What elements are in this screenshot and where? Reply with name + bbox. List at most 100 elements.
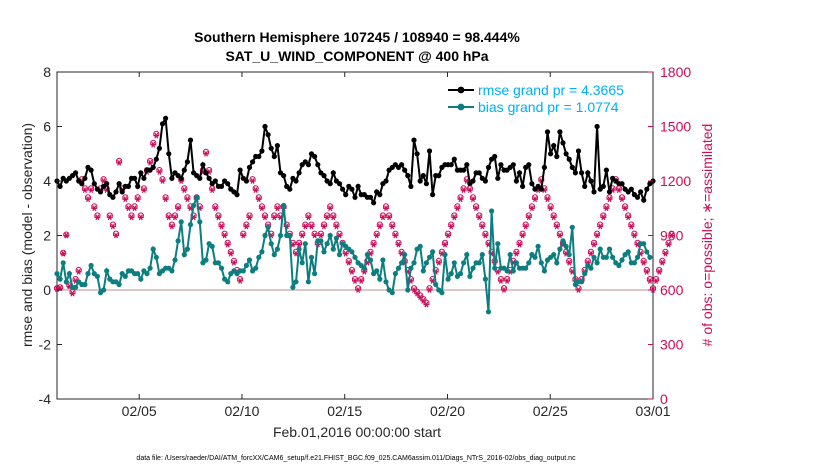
obs-assimilated-stroke <box>464 178 469 184</box>
obs-assimilated-marker <box>646 278 653 284</box>
obs-assimilated-stroke <box>598 223 603 230</box>
obs-assimilated-stroke <box>390 223 395 230</box>
rmse-point <box>200 162 206 168</box>
obs-assimilated-marker <box>299 232 306 239</box>
obs-assimilated-marker <box>125 205 132 212</box>
rmse-point <box>470 178 476 184</box>
bias-point <box>554 260 560 266</box>
bias-point <box>616 262 622 269</box>
obs-assimilated-stroke <box>76 268 81 275</box>
bias-point <box>451 260 457 266</box>
obs-assimilated-stroke <box>163 196 168 203</box>
obs-assimilated-stroke <box>498 278 503 284</box>
obs-assimilated-marker <box>60 250 67 257</box>
bias-point <box>197 219 203 225</box>
obs-assimilated-stroke <box>523 223 528 230</box>
rmse-point <box>426 148 433 154</box>
obs-assimilated-marker <box>410 287 417 293</box>
bias-point <box>551 252 557 258</box>
obs-assimilated-marker <box>358 278 365 284</box>
obs-assimilated-marker <box>435 259 442 266</box>
obs-assimilated-stroke <box>430 278 435 284</box>
obs-assimilated-stroke <box>592 241 597 248</box>
obs-assimilated-stroke <box>151 141 156 148</box>
rmse-point <box>281 173 287 179</box>
obs-assimilated-marker <box>442 241 449 248</box>
obs-assimilated-stroke <box>228 250 233 257</box>
bias-point <box>321 249 327 255</box>
obs-assimilated-marker <box>181 187 188 193</box>
bias-point <box>479 252 485 258</box>
bias-point <box>439 290 445 296</box>
rmse-point <box>423 181 429 187</box>
rmse-point <box>606 189 613 195</box>
rmse-point <box>340 186 346 192</box>
obs-assimilated-marker <box>591 241 598 248</box>
obs-assimilated-marker <box>134 196 141 203</box>
rmse-point <box>420 173 426 179</box>
bias-point <box>268 241 274 247</box>
rmse-point <box>243 178 249 184</box>
rmse-point <box>73 170 79 176</box>
obs-assimilated-marker <box>556 232 563 239</box>
bias-point <box>330 246 336 252</box>
rmse-point <box>603 167 610 173</box>
rmse-point <box>513 178 520 184</box>
obs-assimilated-marker <box>209 187 216 193</box>
obs-assimilated-marker <box>665 241 672 248</box>
obs-assimilated-marker <box>550 214 557 221</box>
obs-assimilated-stroke <box>231 259 236 266</box>
y-left-tick-label: -4 <box>39 391 52 407</box>
bias-point <box>399 260 405 266</box>
rmse-point <box>82 175 88 181</box>
bias-point <box>523 265 529 271</box>
obs-possible-marker <box>63 231 70 238</box>
obs-assimilated-stroke <box>182 187 187 193</box>
obs-assimilated-marker <box>392 232 399 239</box>
x-tick-label: 02/10 <box>224 403 259 419</box>
obs-assimilated-stroke <box>647 278 652 284</box>
rmse-point <box>417 178 423 184</box>
obs-assimilated-marker <box>122 196 129 203</box>
rmse-point <box>274 143 280 149</box>
rmse-point <box>163 115 169 121</box>
bias-point <box>582 271 588 277</box>
x-tick-label: 02/20 <box>430 403 465 419</box>
rmse-point <box>197 175 203 181</box>
bias-point <box>225 279 231 285</box>
obs-assimilated-marker <box>373 232 380 239</box>
bias-point <box>405 287 411 293</box>
obs-assimilated-stroke <box>95 214 100 221</box>
bias-point <box>290 284 296 290</box>
bias-point <box>175 238 181 244</box>
rmse-point <box>557 129 563 135</box>
obs-assimilated-marker <box>643 268 650 275</box>
rmse-point <box>234 192 240 198</box>
obs-assimilated-stroke <box>604 205 609 212</box>
obs-assimilated-stroke <box>82 187 87 193</box>
obs-assimilated-stroke <box>601 214 606 221</box>
rmse-point <box>566 156 572 162</box>
obs-assimilated-stroke <box>399 250 404 257</box>
obs-assimilated-stroke <box>474 205 479 212</box>
obs-assimilated-marker <box>597 223 604 230</box>
rmse-point <box>262 123 268 130</box>
obs-assimilated-marker <box>311 232 318 239</box>
obs-assimilated-stroke <box>275 205 280 212</box>
bias-point <box>293 279 299 285</box>
rmse-point <box>104 181 110 187</box>
obs-assimilated-marker <box>88 187 95 193</box>
obs-assimilated-stroke <box>501 287 507 293</box>
y-left-tick-label: -2 <box>39 337 52 353</box>
rmse-point <box>554 153 560 160</box>
obs-assimilated-marker <box>184 196 191 203</box>
bias-point <box>538 260 544 266</box>
obs-assimilated-marker <box>106 214 113 221</box>
obs-assimilated-marker <box>352 278 358 284</box>
bias-point <box>243 262 249 269</box>
bias-point <box>423 260 429 266</box>
obs-assimilated-marker <box>662 250 669 257</box>
obs-assimilated-stroke <box>387 214 392 221</box>
obs-assimilated-stroke <box>623 205 628 212</box>
rmse-point <box>563 151 569 157</box>
